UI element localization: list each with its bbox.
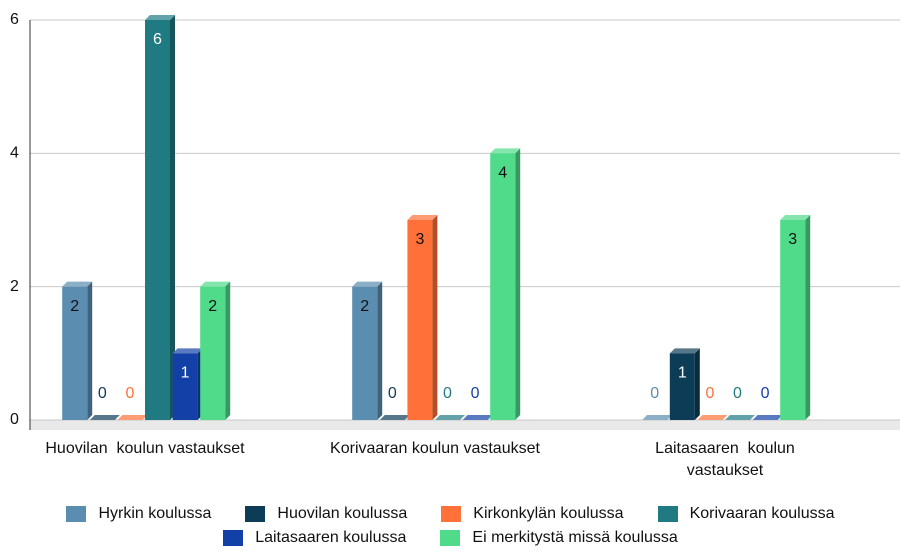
bar-top xyxy=(780,215,811,220)
bar-side xyxy=(515,148,521,421)
value-label: 2 xyxy=(208,298,217,315)
bar-side xyxy=(432,215,438,420)
legend-swatch xyxy=(441,506,462,522)
legend-swatch xyxy=(66,506,87,522)
value-label: 0 xyxy=(733,385,742,402)
bar xyxy=(780,220,806,420)
legend-item: Laitasaaren koulussa xyxy=(223,529,406,547)
legend-item: Korivaaran koulussa xyxy=(657,505,835,523)
bar-side xyxy=(694,348,700,420)
bar-side xyxy=(225,281,231,420)
bar xyxy=(407,220,433,420)
legend-label: Laitasaaren koulussa xyxy=(255,529,407,546)
legend-label: Korivaaran koulussa xyxy=(689,505,835,522)
legend: Hyrkin koulussa Huovilan koulussa Kirkonky… xyxy=(10,505,891,547)
bar xyxy=(669,353,695,420)
legend-swatch xyxy=(440,530,461,546)
bar-top xyxy=(352,281,383,287)
legend-label: Kirkonkylän koulussa xyxy=(473,505,624,522)
y-tick-label: 2 xyxy=(10,278,19,295)
bar-side xyxy=(805,215,811,420)
legend-label: Huovilan koulussa xyxy=(277,505,408,522)
bar-top xyxy=(697,415,728,420)
value-label: 0 xyxy=(761,385,770,402)
bar-top xyxy=(145,15,175,20)
value-label: 0 xyxy=(705,385,714,402)
bar-top xyxy=(752,415,783,420)
value-label: 0 xyxy=(650,385,659,402)
value-label: 0 xyxy=(125,385,134,402)
value-label: 1 xyxy=(678,365,687,382)
value-label: 0 xyxy=(471,385,480,402)
legend-swatch xyxy=(657,506,678,522)
bar-top xyxy=(172,348,203,354)
bar-side xyxy=(377,281,383,420)
value-label: 0 xyxy=(443,385,452,402)
bar xyxy=(200,286,226,420)
y-tick-label: 0 xyxy=(10,411,19,428)
bar-side xyxy=(87,281,93,420)
bar xyxy=(62,286,88,420)
legend-swatch xyxy=(223,530,244,546)
value-label: 3 xyxy=(415,231,424,248)
value-label: 0 xyxy=(98,385,107,402)
bar-top xyxy=(669,348,700,354)
y-tick-label: 6 xyxy=(10,11,19,28)
bar xyxy=(145,20,170,420)
bar-top xyxy=(725,415,755,420)
bar-top xyxy=(379,415,410,420)
bar-top xyxy=(117,415,148,420)
bar-side xyxy=(170,15,175,420)
legend-item: Hyrkin koulussa xyxy=(66,505,211,523)
legend-item: Kirkonkylän koulussa xyxy=(441,505,624,523)
bar-top xyxy=(435,415,465,420)
x-tick-label: Korivaaran koulun vastaukset xyxy=(330,440,540,457)
bar-top xyxy=(407,215,438,220)
legend-label: Ei merkitystä missä koulussa xyxy=(472,529,678,546)
legend-item: Huovilan koulussa xyxy=(245,505,407,523)
y-tick-label: 4 xyxy=(10,145,19,162)
bar xyxy=(490,153,516,421)
bar-top xyxy=(642,415,673,420)
x-tick-label: Laitasaaren koulun vastaukset xyxy=(655,440,800,479)
x-tick-label: Huovilan koulun vastaukset xyxy=(45,440,245,457)
legend-swatch xyxy=(245,506,266,522)
value-label: 4 xyxy=(498,165,507,182)
value-label: 2 xyxy=(70,298,79,315)
legend-label: Hyrkin koulussa xyxy=(98,505,212,522)
bar xyxy=(352,286,378,420)
bar-top xyxy=(62,281,93,287)
bar-top xyxy=(462,415,493,420)
value-label: 2 xyxy=(360,298,369,315)
bar-top xyxy=(89,415,120,420)
bar-top xyxy=(490,148,521,154)
value-label: 0 xyxy=(388,385,397,402)
legend-item: Ei merkitystä missä koulussa xyxy=(440,529,678,547)
bar-top xyxy=(200,281,231,287)
value-label: 6 xyxy=(153,31,162,48)
value-label: 3 xyxy=(788,231,797,248)
bar xyxy=(172,353,198,420)
value-label: 1 xyxy=(181,365,190,382)
floor xyxy=(30,420,900,430)
